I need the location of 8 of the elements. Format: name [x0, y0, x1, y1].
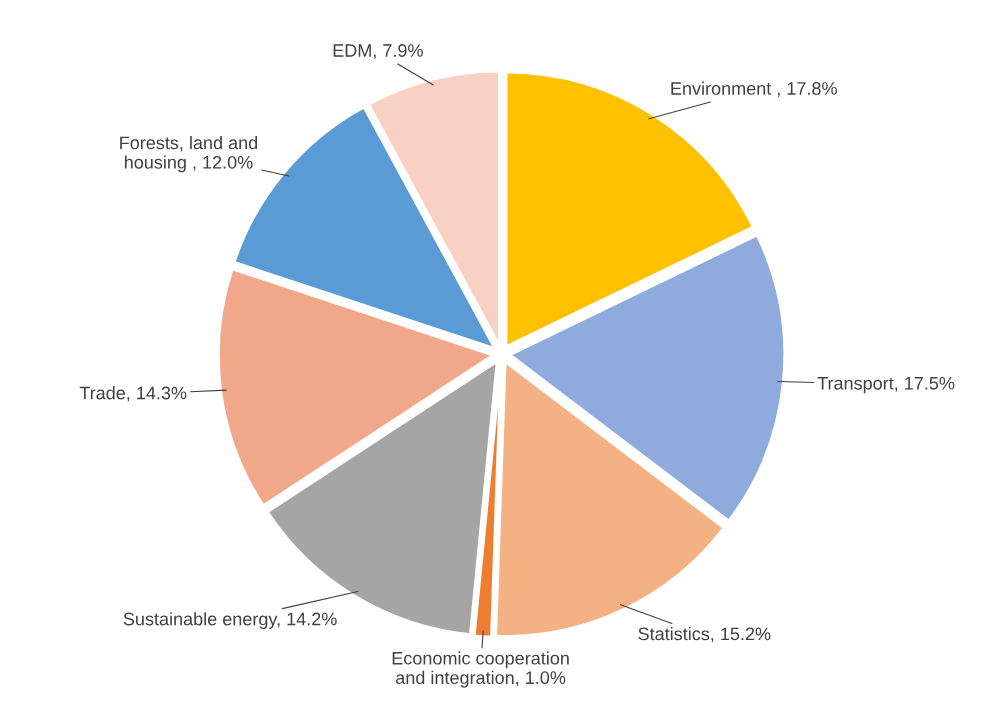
- slice-label: Sustainable energy, 14.2%: [123, 612, 337, 629]
- slice-label: Forests, land and housing , 12.0%: [120, 135, 258, 173]
- slice-label: Trade, 14.3%: [79, 386, 187, 402]
- slice-label: Transport, 17.5%: [817, 376, 955, 394]
- slice-label: Environment , 17.8%: [671, 81, 837, 97]
- slice-label: Economic cooperation and integration, 1.0%: [392, 651, 569, 688]
- slice-label: EDM, 7.9%: [333, 44, 423, 60]
- slice-label: Statistics, 15.2%: [638, 626, 771, 643]
